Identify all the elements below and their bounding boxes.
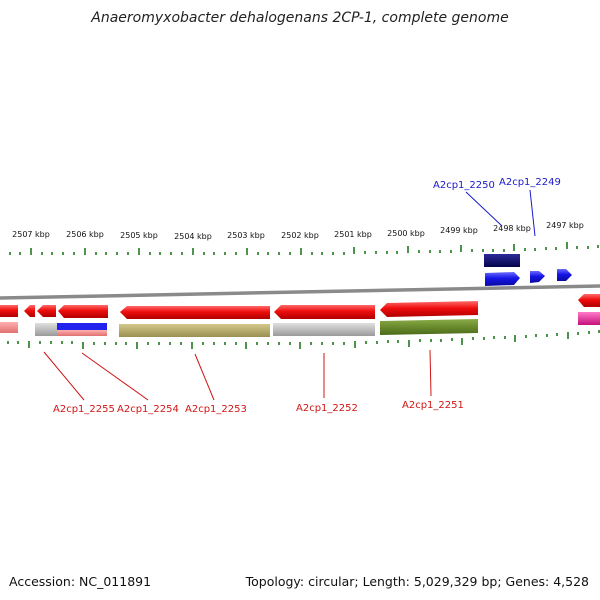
gene-label-forward: A2cp1_2250 (433, 180, 495, 191)
forward-gene-arrow (530, 271, 545, 283)
gene-label-forward: A2cp1_2249 (499, 177, 561, 188)
kbp-tick-label: 2507 kbp (12, 230, 50, 239)
kbp-tick-label: 2497 kbp (546, 221, 584, 230)
gene-label-reverse: A2cp1_2255 (53, 404, 115, 415)
reverse-gene-arrow (37, 305, 56, 317)
feature-bar-green (380, 319, 478, 335)
reverse-gene-arrow (58, 305, 108, 318)
forward-strand-genes (484, 254, 572, 286)
kbp-tick-label: 2501 kbp (334, 230, 372, 239)
forward-gene-arrow (485, 272, 520, 286)
kbp-tick-label: 2499 kbp (440, 226, 478, 235)
kbp-tick-label: 2500 kbp (387, 229, 425, 238)
forward-feature-bar (484, 254, 520, 267)
forward-label-leaders (465, 189, 536, 237)
reverse-gene-arrow (120, 306, 270, 319)
feature-bar-gray (35, 323, 57, 336)
kbp-tick-label: 2502 kbp (281, 231, 319, 240)
gene-label-reverse: A2cp1_2251 (402, 400, 464, 411)
gene-label-reverse: A2cp1_2254 (117, 404, 179, 415)
forward-gene-arrow (557, 269, 572, 281)
reverse-strand-genes (0, 294, 600, 337)
map-title: Anaeromyxobacter dehalogenans 2CP-1, com… (91, 10, 509, 26)
feature-bar-pink (578, 312, 600, 325)
reverse-gene-arrow (380, 301, 478, 317)
reverse-gene-arrow (274, 305, 375, 319)
reverse-gene-arrow (0, 305, 18, 317)
genome-summary: Topology: circular; Length: 5,029,329 bp… (245, 574, 589, 589)
gene-label-reverse: A2cp1_2253 (185, 404, 247, 415)
upper-tick-row (9, 242, 599, 255)
feature-bar-gray (273, 323, 375, 336)
kbp-tick-label: 2505 kbp (120, 231, 158, 240)
genome-backbone (0, 284, 600, 300)
kbp-tick-label: 2504 kbp (174, 232, 212, 241)
kbp-tick-label: 2503 kbp (227, 231, 265, 240)
feature-bar-salmon (0, 322, 18, 333)
feature-bar-olive (119, 324, 270, 337)
reverse-gene-arrow (24, 305, 35, 317)
feature-bar-salmon (57, 330, 107, 336)
feature-bar-blue (57, 323, 107, 330)
gene-label-reverse: A2cp1_2252 (296, 403, 358, 414)
reverse-label-leaders (43, 349, 432, 401)
accession-label: Accession: NC_011891 (9, 574, 152, 589)
lower-tick-row (7, 330, 600, 349)
reverse-gene-arrow (578, 294, 600, 307)
kbp-tick-label: 2498 kbp (493, 224, 531, 233)
kbp-tick-label: 2506 kbp (66, 230, 104, 239)
